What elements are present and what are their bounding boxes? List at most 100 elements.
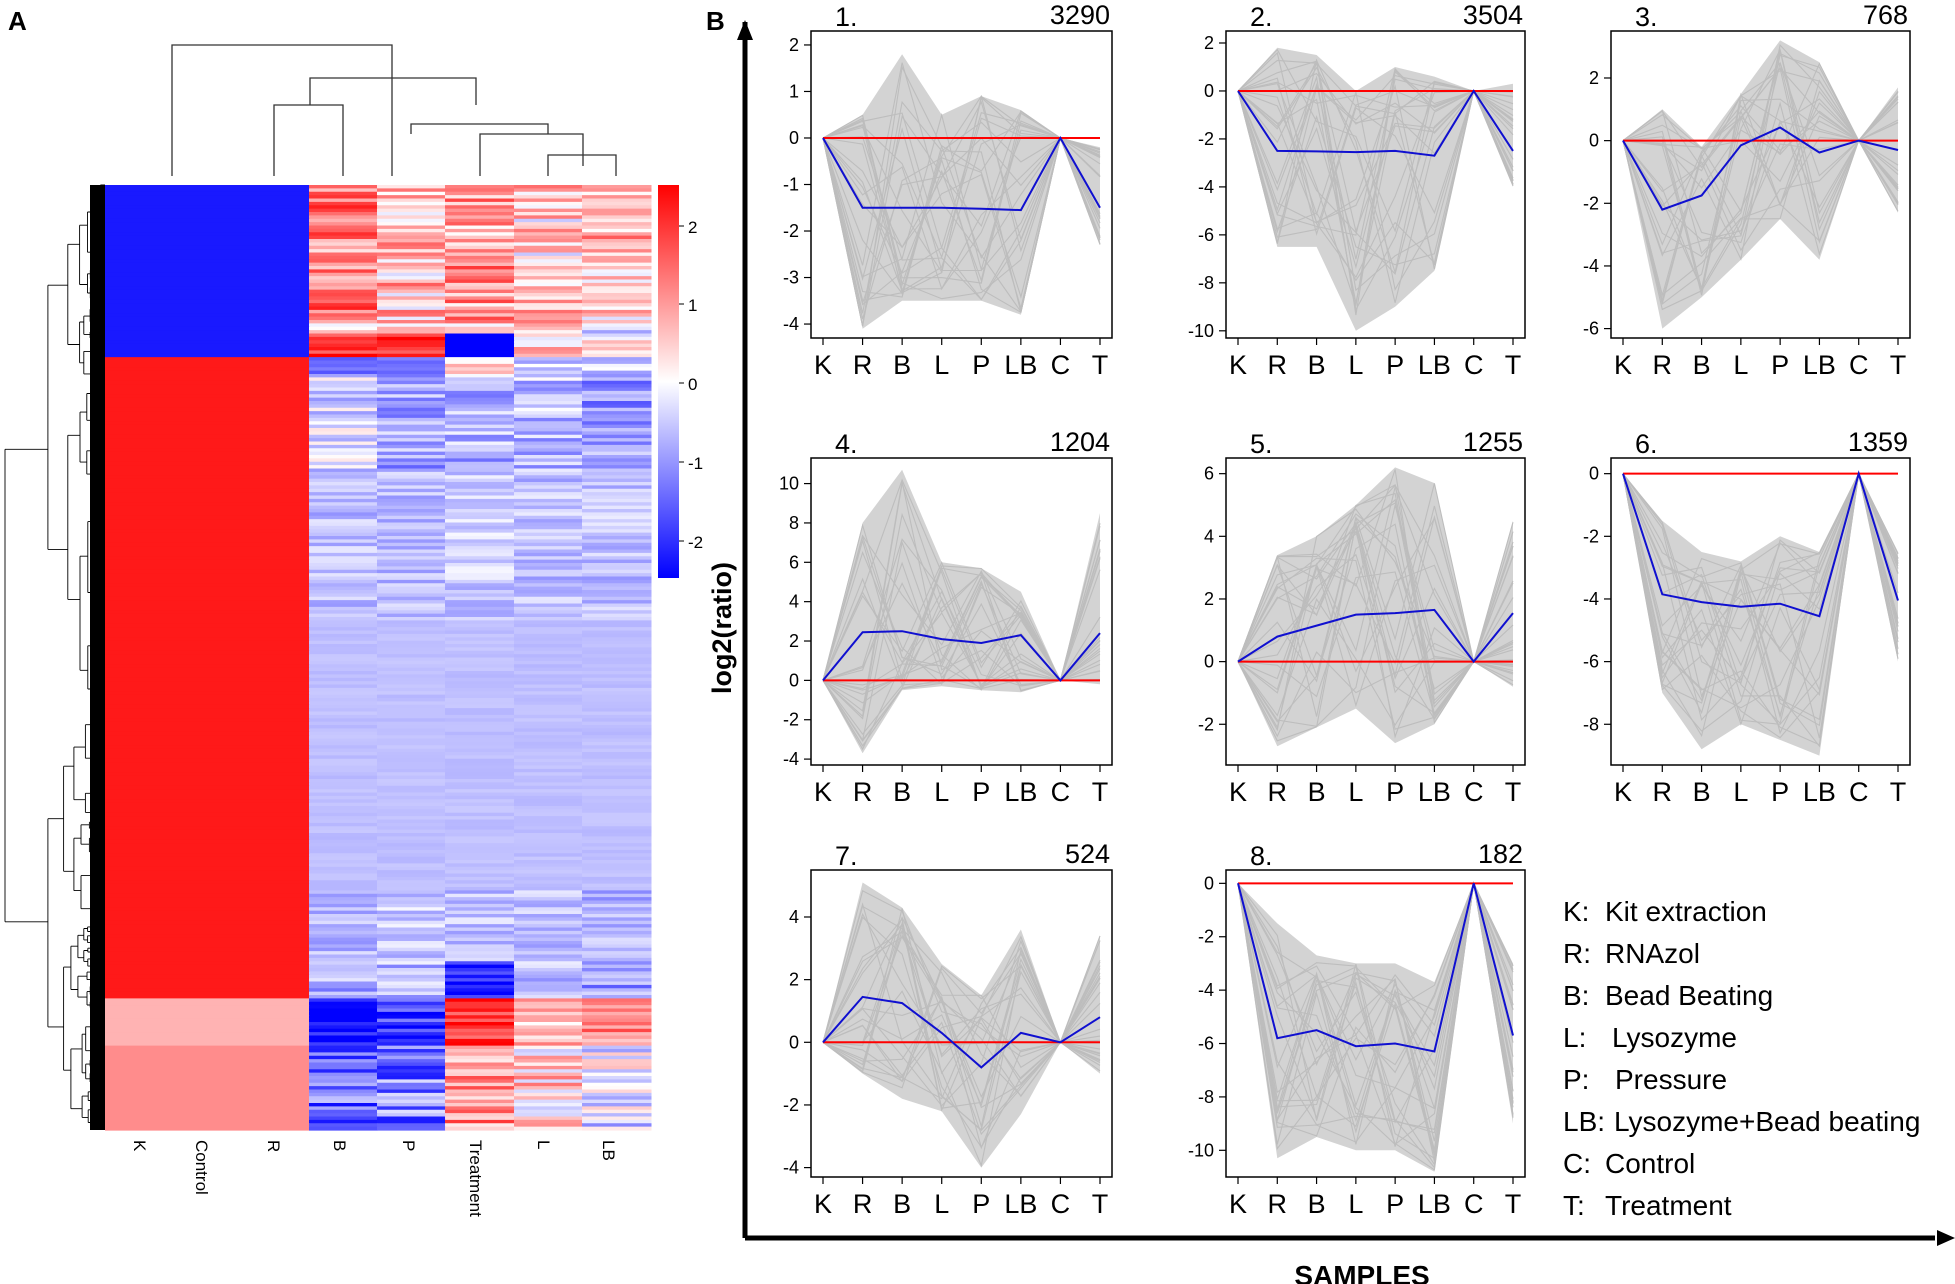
heatmap-cell [582,434,652,439]
heatmap-cell [105,259,310,264]
heatmap-cell [309,620,378,625]
heatmap-cell [582,296,652,301]
heatmap-cell [582,687,652,692]
heatmap-cell [582,711,652,716]
x-tick-label: LB [1004,350,1037,380]
heatmap-cell [377,269,446,274]
heatmap-cell [582,596,652,601]
heatmap-cell [445,752,515,756]
heatmap-cell [514,576,583,581]
heatmap-cell [377,964,446,969]
heatmap-cell [445,687,515,692]
heatmap-cell [514,785,583,790]
heatmap-cell [309,809,378,814]
heatmap-cell [445,785,515,790]
heatmap-cell [445,856,515,861]
y-tick-label: -1 [783,175,799,195]
heatmap-cell [582,276,652,281]
heatmap-cell [105,988,310,993]
heatmap-cell [514,927,583,932]
heatmap-cell [377,252,446,257]
heatmap-cell [309,816,378,821]
heatmap-cell [445,1005,515,1010]
heatmap-cell [514,259,583,264]
heatmap-cell [105,856,310,861]
heatmap-cell [445,239,515,243]
heatmap-cell [377,1086,446,1091]
heatmap-cell [445,654,515,659]
heatmap-cell [309,968,378,972]
heatmap-cell [445,512,515,517]
heatmap-cell [582,617,652,621]
heatmap-cell [105,380,310,385]
heatmap-cell [514,330,583,335]
heatmap-cell [582,799,652,804]
heatmap-cell [582,326,652,331]
heatmap-cell [582,208,652,213]
heatmap-cell [514,934,583,939]
heatmap-cell [105,816,310,821]
heatmap-cell [445,407,515,412]
heatmap-cell [582,725,652,729]
heatmap-cell [377,404,446,409]
heatmap-cell [309,333,378,338]
gene-profile-line [822,523,1101,686]
heatmap-cell [377,1076,446,1080]
heatmap-cell [582,846,652,851]
heatmap-cell [445,461,515,466]
heatmap-cell [105,944,310,949]
heatmap-cell [105,998,310,1003]
heatmap-cell [445,340,515,345]
heatmap-cell [309,1065,378,1070]
heatmap-cell [377,600,446,605]
heatmap-cell [377,819,446,824]
heatmap-cell [445,475,515,480]
gene-profile-line [1237,516,1514,690]
heatmap-cell [309,593,378,598]
heatmap-cell [514,549,583,554]
heatmap-cell [377,495,446,500]
heatmap-cell [309,1096,378,1101]
heatmap-cell [514,515,583,520]
heatmap-cell [582,627,652,632]
heatmap-cell [309,650,378,655]
heatmap-cell [309,664,378,669]
heatmap-cell [582,198,652,203]
heatmap-cell [105,512,310,517]
heatmap-cell [445,306,515,311]
cluster-number: 2. [1250,2,1273,32]
heatmap-cell [582,357,652,362]
heatmap-cell [445,640,515,645]
heatmap-cell [105,876,310,881]
heatmap-cell [514,755,583,760]
heatmap-cell [582,411,652,416]
heatmap-cell [105,320,310,324]
heatmap-cell [582,428,652,432]
y-tick-label: -2 [1198,714,1214,734]
gene-profile-line [1237,883,1514,1115]
heatmap-cell [309,610,378,615]
heatmap-cell [377,593,446,598]
heatmap-cell [582,367,652,372]
heatmap-cell [582,701,652,706]
heatmap-cell [309,1011,378,1016]
heatmap-cell [105,752,310,756]
heatmap-cell [514,657,583,662]
heatmap-cell [445,617,515,621]
heatmap-cell [105,644,310,648]
heatmap-cell [445,502,515,507]
heatmap-cell [309,569,378,574]
heatmap-cell [445,998,515,1003]
heatmap-cell [582,498,652,503]
heatmap-cell [514,353,583,358]
heatmap-cell [445,920,515,925]
heatmap-cell [309,475,378,480]
heatmap-cell [377,806,446,810]
heatmap-cell [582,890,652,895]
heatmap-cell [309,512,378,517]
heatmap-cell [582,782,652,787]
heatmap-cell [105,627,310,632]
heatmap-cell [105,981,310,986]
gene-profile-line [1622,61,1899,305]
heatmap-cell [582,1119,652,1124]
